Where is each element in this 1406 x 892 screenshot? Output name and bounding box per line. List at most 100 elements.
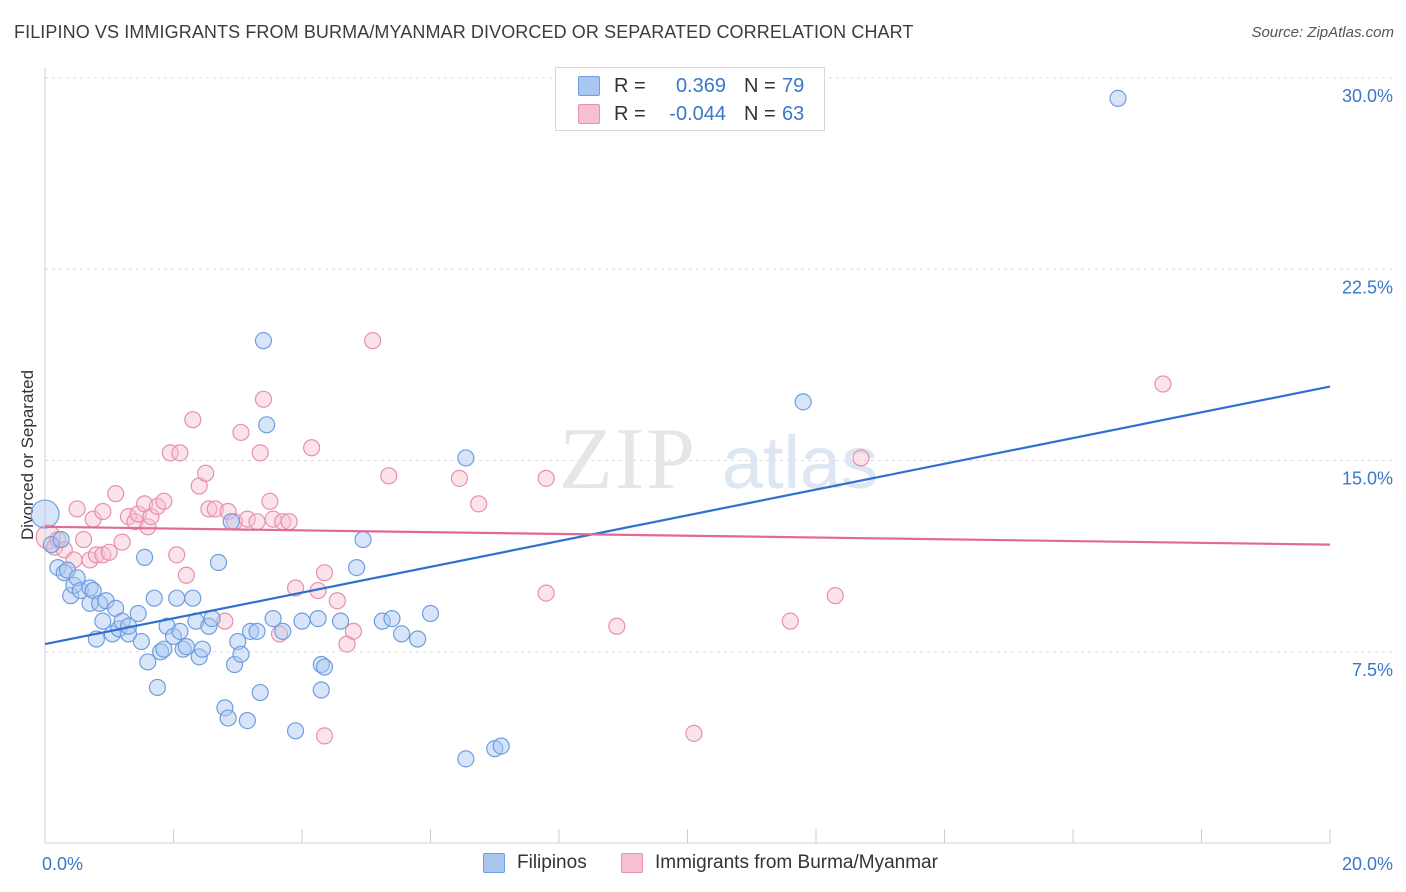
filipinos-point [81,579,99,597]
legend-item-filipinos[interactable]: Filipinos [483,852,587,874]
burma-point [200,500,218,518]
watermark-zip: ZIP [559,411,697,508]
burma-point [344,622,362,640]
burma-point [232,423,250,442]
burma-point [270,625,289,643]
filipinos-point [209,553,228,572]
burma-point [155,492,173,510]
burma-point [113,533,131,551]
filipinos-point [132,632,150,651]
legend-row-burma: R = -0.044 N = 63 [578,101,804,127]
burma-point [74,530,93,549]
y-tick-label: 22.5% [1342,277,1393,297]
filipinos-point [457,750,475,768]
burma-point [87,546,106,564]
filipinos-point [55,564,73,582]
filipinos-point [251,683,269,702]
burma-point [608,617,626,635]
legend-swatch-filipinos [483,853,505,873]
burma-point [139,518,157,536]
filipinos-point [155,640,173,658]
burma-point [168,546,186,564]
trend-lines [44,385,1331,646]
filipinos-point [193,640,212,658]
filipinos-point [312,655,330,674]
filipinos-point [219,709,237,727]
filipinos-point [293,612,311,630]
filipinos-point [315,658,334,676]
tick-labels: 7.5% 15.0% 22.5% 30.0% 0.0% 20.0% [42,86,1393,874]
filipinos-point [242,622,260,640]
watermark-atlas: atlas [722,421,878,504]
burma-point [107,485,125,503]
filipinos-point [30,499,60,529]
burma-point [254,390,273,408]
burma-point [470,495,488,513]
legend-swatch-burma [621,853,643,873]
burma-point [197,464,215,482]
filipinos-point [264,609,282,628]
axes [44,68,1331,844]
filipinos-point [348,558,366,577]
y-tick-label: 15.0% [1342,469,1393,489]
filipinos-point [129,604,147,623]
burma-point [206,500,224,518]
filipinos-point [222,513,240,531]
legend-n-value: 63 [782,102,805,125]
correlation-legend: R = 0.369 N = 79 R = -0.044 N = 63 [555,67,825,131]
series-legend: Filipinos Immigrants from Burma/Myanmar [0,852,1406,878]
filipinos-point [248,622,266,640]
burma-point [303,439,321,457]
filipinos-point [354,530,372,549]
filipinos-point [232,645,250,663]
burma-trend-line [44,525,1331,546]
legend-n-label: N = [744,74,776,97]
filipinos-point [492,737,510,755]
source-label: Source: ZipAtlas.com [1251,24,1394,41]
filipinos-point [62,587,80,605]
filipinos-point [68,569,86,587]
filipinos-point [203,609,221,628]
filipinos-point [42,536,61,554]
burma-point [364,332,382,350]
burma-point [161,444,179,462]
filipinos-point [52,530,70,549]
series-filipinos-points [30,89,1127,768]
filipinos-point [238,711,256,730]
filipinos-point [254,332,273,350]
filipinos-point [392,625,411,643]
filipinos-point [184,589,202,607]
burma-point [219,502,237,521]
burma-point [177,566,195,584]
legend-r-value: 0.369 [675,74,726,97]
legend-label-burma: Immigrants from Burma/Myanmar [655,852,938,873]
legend-n-label: N = [744,102,776,125]
burma-point [537,469,555,487]
legend-r-label: R = [614,102,646,125]
filipinos-point [373,612,391,630]
burma-point [450,469,469,487]
burma-point [94,502,112,521]
legend-row-filipinos: R = 0.369 N = 79 [578,73,804,99]
burma-point [380,467,398,485]
filipinos-point [174,640,192,658]
chart-title: FILIPINO VS IMMIGRANTS FROM BURMA/MYANMA… [14,22,914,42]
filipinos-point [229,632,247,651]
legend-swatch-filipinos [578,76,600,96]
x-tick-label: 0.0% [42,854,83,874]
burma-point [280,513,298,531]
burma-point [852,449,870,467]
filipinos-point [286,722,305,740]
y-tick-label: 30.0% [1342,86,1393,106]
y-tick-label: 7.5% [1352,660,1393,680]
burma-point [100,543,118,561]
burma-point [328,592,346,610]
burma-point [216,612,234,630]
filipinos-point [94,612,112,630]
legend-item-burma[interactable]: Immigrants from Burma/Myanmar [621,852,938,874]
filipinos-point [331,612,350,630]
filipinos-point [383,609,401,628]
filipinos-point [171,622,189,640]
burma-point [68,500,86,518]
